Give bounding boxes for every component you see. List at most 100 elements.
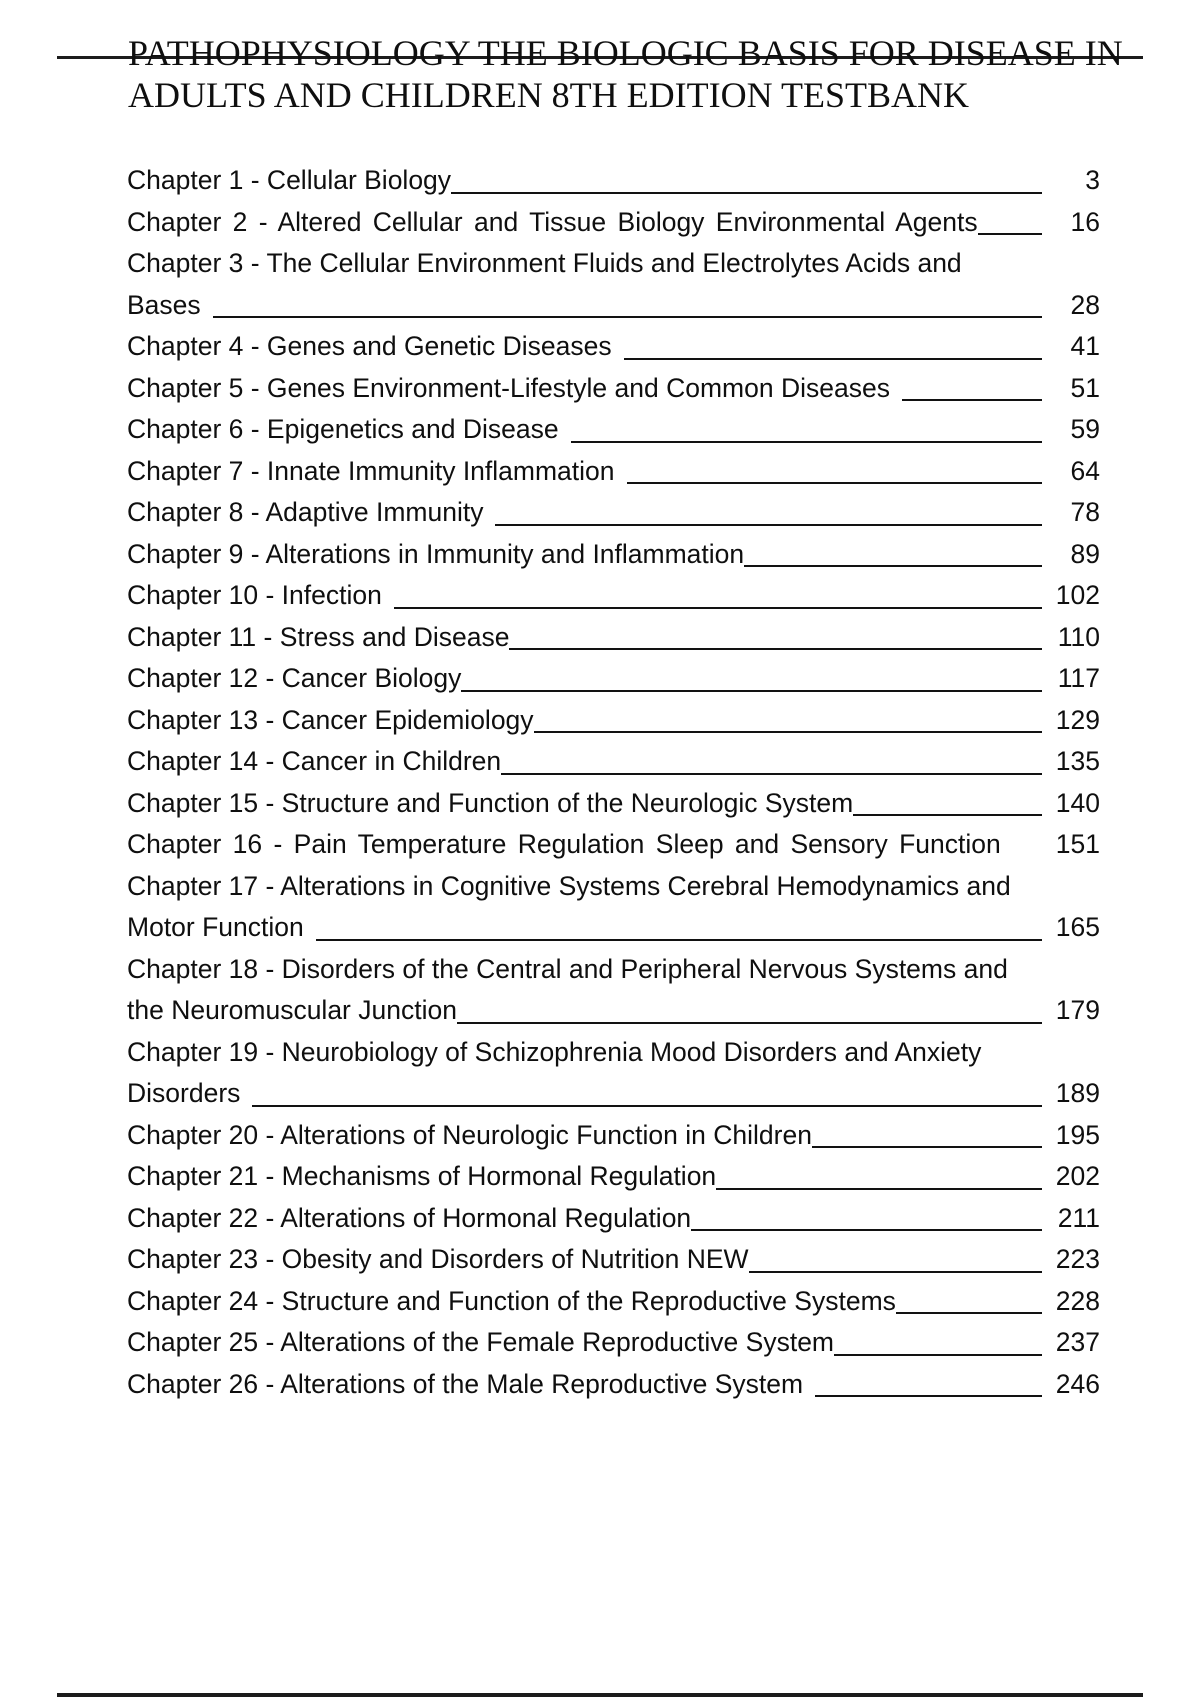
- toc-entry: Chapter 4 - Genes and Genetic Diseases 41: [127, 326, 1100, 368]
- toc-entry: Chapter 23 - Obesity and Disorders of Nu…: [127, 1239, 1100, 1281]
- toc-entry-text: Chapter 2 - Altered Cellular and Tissue …: [127, 206, 978, 237]
- toc-leader-line: [716, 1187, 1042, 1190]
- toc-page-number: 78: [1070, 497, 1100, 527]
- toc-page-number: 211: [1057, 1202, 1100, 1233]
- toc-entry-text: Chapter 15 - Structure and Function of t…: [127, 787, 854, 818]
- toc-page-number: 165: [1055, 912, 1100, 942]
- toc-entry: Chapter 9 - Alterations in Immunity and …: [127, 534, 1100, 576]
- toc-leader-line: [626, 482, 1042, 484]
- toc-page-number: 51: [1070, 372, 1100, 403]
- toc-leader-line: [501, 772, 1042, 775]
- toc-page-number: 195: [1055, 1119, 1100, 1150]
- toc-leader-line: [744, 565, 1042, 567]
- toc-page-number: 223: [1055, 1244, 1100, 1274]
- toc-page-number: 246: [1055, 1368, 1100, 1399]
- toc-page-number: 129: [1055, 704, 1100, 735]
- toc: Chapter 1 - Cellular Biology 3 Chapter 2 -…: [0, 160, 1200, 1405]
- toc-page-number: 151: [1055, 829, 1100, 859]
- toc-page-number: 189: [1055, 1078, 1100, 1108]
- toc-entry: Chapter 1 - Cellular Biology 3: [127, 160, 1100, 202]
- toc-entry: Chapter 16 - Pain Temperature Regulation…: [127, 824, 1100, 866]
- toc-leader-line: [748, 1270, 1042, 1273]
- toc-entry: Chapter 22 - Alterations of Hormonal Reg…: [127, 1198, 1100, 1240]
- toc-entry-first-line: Chapter 19 - Neurobiology of Schizophren…: [127, 1036, 982, 1067]
- toc-entry: Disorders 189: [127, 1073, 1100, 1115]
- toc-entry: Chapter 6 - Epigenetics and Disease 59: [127, 409, 1100, 451]
- page-title: PATHOPHYSIOLOGY THE BIOLOGIC BASIS FOR D…: [128, 33, 1158, 116]
- toc-leader-line: [901, 399, 1042, 401]
- toc-entry-text: Chapter 13 - Cancer Epidemiology: [127, 704, 534, 735]
- toc-leader-line: [895, 1312, 1042, 1314]
- toc-entry: the Neuromuscular Junction 179: [127, 990, 1100, 1032]
- toc-entry: Chapter 14 - Cancer in Children 135: [127, 741, 1100, 783]
- toc-entry: Motor Function 165: [127, 907, 1100, 949]
- toc-leader-line: [570, 440, 1042, 443]
- toc-entry: Chapter 12 - Cancer Biology 117: [127, 658, 1100, 700]
- toc-leader-line: [252, 1104, 1042, 1107]
- toc-entry-text: Chapter 20 - Alterations of Neurologic F…: [127, 1119, 812, 1150]
- toc-entry: Chapter 11 - Stress and Disease 110: [127, 617, 1100, 659]
- toc-entry: Chapter 13 - Cancer Epidemiology 129: [127, 700, 1100, 742]
- toc-entry-text: Chapter 26 - Alterations of the Male Rep…: [127, 1368, 804, 1399]
- toc-entry: Chapter 2 - Altered Cellular and Tissue …: [127, 202, 1100, 244]
- toc-entry: Chapter 26 - Alterations of the Male Rep…: [127, 1364, 1100, 1406]
- toc-leader-line: [1001, 856, 1042, 858]
- toc-entry-text: Chapter 21 - Mechanisms of Hormonal Regu…: [127, 1161, 717, 1191]
- toc-entry-text: Chapter 5 - Genes Environment-Lifestyle …: [127, 372, 890, 403]
- toc-page-number: 237: [1055, 1327, 1100, 1357]
- toc-entry-text: Motor Function: [127, 912, 304, 942]
- toc-entry: Chapter 24 - Structure and Function of t…: [127, 1281, 1100, 1323]
- toc-entry-text: the Neuromuscular Junction: [127, 995, 457, 1025]
- toc-page-number: 179: [1055, 995, 1100, 1025]
- toc-entry-text: Chapter 12 - Cancer Biology: [127, 663, 462, 693]
- toc-entry: Chapter 7 - Innate Immunity Inflammation…: [127, 451, 1100, 493]
- toc-leader-line: [509, 648, 1042, 650]
- toc-entry: Chapter 25 - Alterations of the Female R…: [127, 1322, 1100, 1364]
- toc-entry: Chapter 15 - Structure and Function of t…: [127, 783, 1100, 825]
- toc-entry: Chapter 8 - Adaptive Immunity 78: [127, 492, 1100, 534]
- toc-entry-text: Disorders: [127, 1078, 241, 1108]
- bottom-rule: [57, 1693, 1143, 1697]
- toc-leader-line: [811, 1146, 1042, 1148]
- toc-entry-text: Chapter 7 - Innate Immunity Inflammation: [127, 455, 615, 486]
- toc-entry-text: Chapter 11 - Stress and Disease: [127, 621, 510, 652]
- toc-entry: Chapter 20 - Alterations of Neurologic F…: [127, 1115, 1100, 1157]
- toc-page-number: 89: [1070, 538, 1100, 569]
- toc-entry: Bases 28: [127, 285, 1100, 327]
- toc-entry-text: Chapter 10 - Infection: [127, 580, 382, 610]
- toc-page-number: 202: [1055, 1161, 1100, 1191]
- toc-entry-text: Chapter 4 - Genes and Genetic Diseases: [127, 331, 612, 361]
- toc-entry-text: Chapter 9 - Alterations in Immunity and …: [127, 538, 745, 569]
- toc-entry-text: Chapter 16 - Pain Temperature Regulation…: [127, 829, 1001, 859]
- toc-leader-line: [212, 316, 1042, 318]
- toc-entry-text: Chapter 22 - Alterations of Hormonal Reg…: [127, 1202, 692, 1233]
- toc-entry-text: Chapter 25 - Alterations of the Female R…: [127, 1327, 835, 1357]
- toc-leader-line: [393, 606, 1042, 609]
- toc-leader-line: [461, 689, 1042, 692]
- toc-entry-text: Chapter 24 - Structure and Function of t…: [127, 1285, 896, 1316]
- toc-entry-first-line: Chapter 3 - The Cellular Environment Flu…: [127, 248, 962, 278]
- toc-entry-text: Chapter 23 - Obesity and Disorders of Nu…: [127, 1244, 749, 1274]
- toc-leader-line: [815, 1395, 1042, 1397]
- toc-page-number: 140: [1055, 787, 1100, 818]
- toc-leader-line: [451, 191, 1042, 194]
- toc-entry: Chapter 21 - Mechanisms of Hormonal Regu…: [127, 1156, 1100, 1198]
- toc-entry-first-line: Chapter 17 - Alterations in Cognitive Sy…: [127, 870, 1011, 901]
- strikethrough-line: [57, 56, 1143, 59]
- toc-leader-line: [834, 1353, 1042, 1356]
- toc-entry: Chapter 10 - Infection 102: [127, 575, 1100, 617]
- toc-page-number: 102: [1055, 580, 1100, 610]
- toc-entry-first-line: Chapter 18 - Disorders of the Central an…: [127, 953, 1008, 984]
- toc-entry-text: Chapter 8 - Adaptive Immunity: [127, 497, 484, 527]
- toc-page-number: 41: [1070, 331, 1100, 361]
- toc-page-number: 16: [1070, 206, 1100, 237]
- toc-page-number: 135: [1055, 746, 1100, 776]
- toc-entry-text: Bases: [127, 289, 201, 320]
- toc-leader-line: [853, 814, 1042, 816]
- toc-page-number: 28: [1070, 289, 1100, 320]
- toc-entry-text: Chapter 1 - Cellular Biology: [127, 165, 452, 195]
- toc-leader-line: [691, 1229, 1042, 1231]
- toc-page-number: 3: [1085, 165, 1100, 195]
- toc-leader-line: [315, 938, 1042, 941]
- toc-leader-line: [533, 731, 1042, 733]
